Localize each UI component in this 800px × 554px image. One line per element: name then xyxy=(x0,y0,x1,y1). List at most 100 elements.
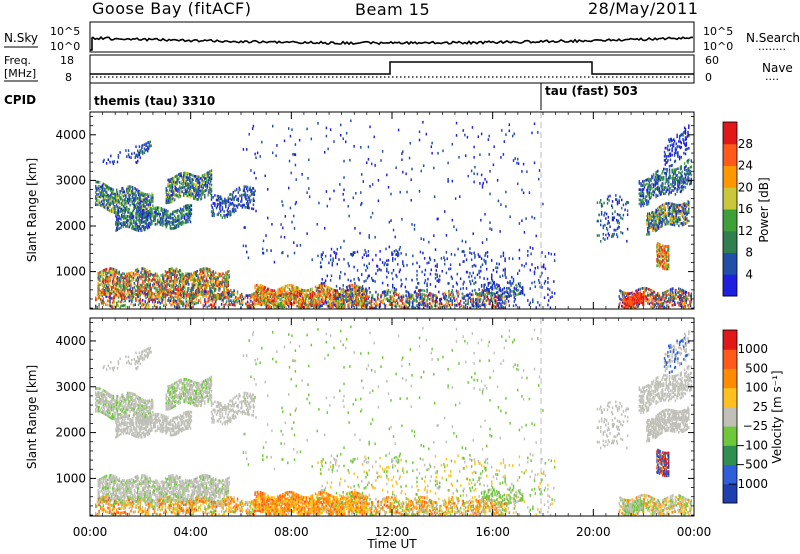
range-time-cell xyxy=(173,279,175,283)
range-time-cell xyxy=(436,300,438,304)
range-time-cell xyxy=(178,220,180,224)
range-time-cell xyxy=(270,288,272,292)
range-time-cell xyxy=(470,258,473,262)
range-time-cell xyxy=(157,278,160,282)
range-time-cell xyxy=(102,197,105,200)
range-time-cell xyxy=(145,221,147,225)
range-time-cell xyxy=(252,294,255,298)
range-time-cell xyxy=(314,299,317,303)
range-time-cell xyxy=(314,292,316,295)
range-time-cell xyxy=(172,183,174,186)
range-time-cell xyxy=(428,302,431,305)
range-time-cell xyxy=(278,294,281,297)
range-time-cell xyxy=(236,292,239,296)
range-time-cell xyxy=(185,175,188,179)
range-time-cell xyxy=(124,283,126,286)
range-time-cell xyxy=(190,288,193,292)
range-time-cell xyxy=(168,288,170,292)
range-time-cell xyxy=(105,293,108,296)
range-time-cell xyxy=(212,304,214,307)
range-time-cell xyxy=(229,293,231,296)
range-time-cell xyxy=(178,301,181,305)
range-time-cell xyxy=(156,214,158,218)
range-time-cell xyxy=(210,189,213,193)
range-time-cell xyxy=(194,175,197,178)
range-time-cell xyxy=(99,201,101,205)
range-time-cell xyxy=(287,284,289,287)
range-time-cell xyxy=(146,268,148,272)
range-time-cell xyxy=(446,257,448,261)
range-time-cell xyxy=(151,293,153,297)
range-time-cell xyxy=(353,290,355,293)
range-time-cell xyxy=(168,282,170,286)
range-time-cell xyxy=(236,298,238,302)
range-time-cell xyxy=(327,286,329,289)
range-time-cell xyxy=(216,205,219,208)
range-time-cell xyxy=(329,289,331,292)
range-time-cell xyxy=(184,179,186,183)
range-time-cell xyxy=(119,198,121,201)
range-time-cell xyxy=(121,288,124,292)
range-time-cell xyxy=(365,299,367,303)
range-time-cell xyxy=(178,216,180,220)
range-time-cell xyxy=(362,304,365,307)
range-time-cell xyxy=(185,304,188,308)
range-time-cell xyxy=(116,192,119,196)
range-time-cell xyxy=(298,299,300,303)
range-time-cell xyxy=(227,270,230,273)
range-time-cell xyxy=(200,291,203,294)
range-time-cell xyxy=(422,289,424,292)
range-time-cell xyxy=(314,304,316,308)
range-time-cell xyxy=(113,296,115,300)
range-time-cell xyxy=(485,260,487,263)
range-time-cell xyxy=(138,286,141,289)
range-time-cell xyxy=(147,203,150,207)
range-time-cell xyxy=(360,294,362,298)
range-time-cell xyxy=(336,291,339,295)
range-time-cell xyxy=(149,201,152,204)
range-time-cell xyxy=(116,190,118,194)
range-time-cell xyxy=(321,290,323,293)
range-time-cell xyxy=(361,285,364,288)
range-time-cell xyxy=(325,293,328,297)
range-time-cell xyxy=(133,292,136,295)
range-time-cell xyxy=(410,292,412,296)
range-time-cell xyxy=(480,294,483,297)
range-time-cell xyxy=(145,148,147,152)
range-time-cell xyxy=(244,296,246,299)
range-time-cell xyxy=(267,301,269,305)
range-time-cell xyxy=(448,291,450,295)
range-time-cell xyxy=(328,288,330,292)
range-time-cell xyxy=(454,299,456,303)
range-time-cell xyxy=(199,291,201,294)
range-time-cell xyxy=(277,296,279,300)
range-time-cell xyxy=(180,294,183,297)
range-time-cell xyxy=(200,197,203,201)
range-time-cell xyxy=(168,276,170,280)
range-time-cell xyxy=(145,207,147,211)
range-time-cell xyxy=(172,181,174,184)
range-time-cell xyxy=(107,281,110,285)
range-time-cell xyxy=(149,282,152,286)
range-time-cell xyxy=(139,299,141,303)
range-time-cell xyxy=(152,284,155,287)
range-time-cell xyxy=(209,170,211,173)
range-time-cell xyxy=(130,281,132,285)
range-time-cell xyxy=(486,295,488,298)
range-time-cell xyxy=(361,293,364,296)
range-time-cell xyxy=(272,289,274,292)
range-time-cell xyxy=(393,292,396,295)
range-time-cell xyxy=(452,291,454,294)
range-time-cell xyxy=(340,302,343,306)
range-time-cell xyxy=(328,296,330,300)
range-time-cell xyxy=(110,195,112,199)
range-time-cell xyxy=(184,304,187,308)
range-time-cell xyxy=(123,287,126,290)
range-time-cell xyxy=(252,191,255,194)
range-time-cell xyxy=(261,286,263,290)
range-time-cell xyxy=(242,297,245,301)
range-time-cell xyxy=(356,295,359,298)
range-time-cell xyxy=(100,185,102,189)
range-time-cell xyxy=(489,300,491,304)
range-time-cell xyxy=(307,303,309,307)
